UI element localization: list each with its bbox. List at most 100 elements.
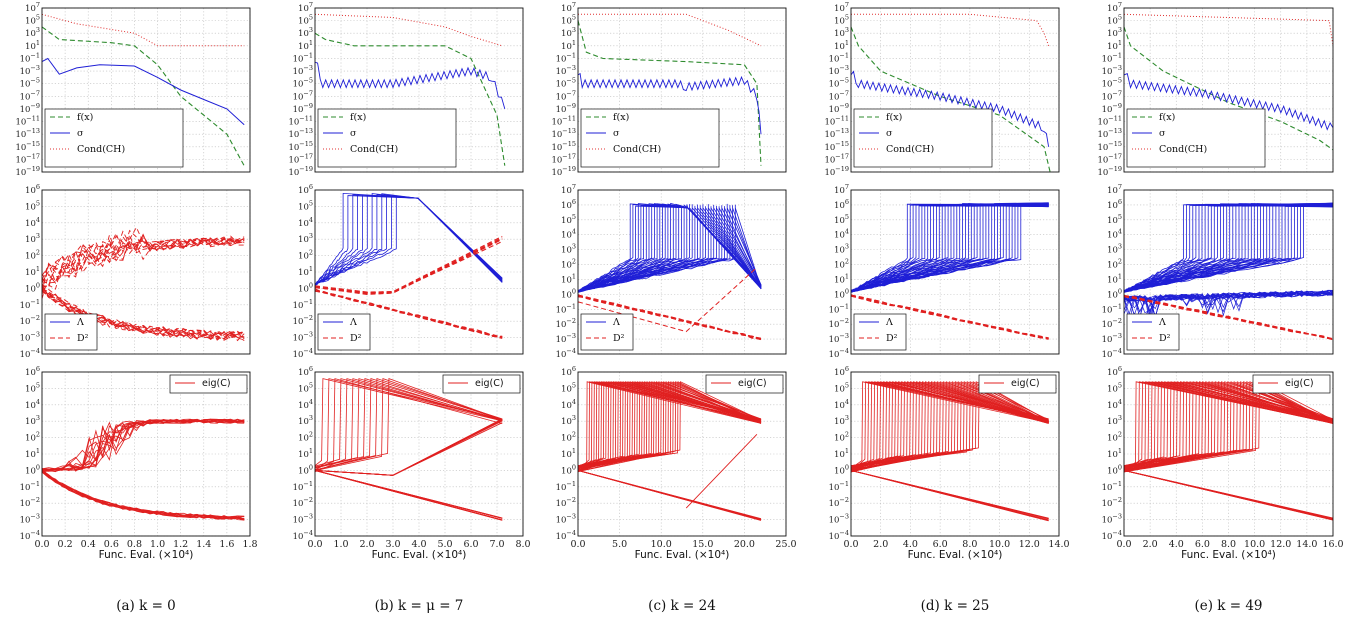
series-eig: [42, 418, 245, 473]
x-tick-label: 8.0: [1221, 539, 1236, 550]
series-lambda: [1124, 290, 1333, 322]
series-eig: [315, 378, 503, 467]
y-tick-label: 100: [298, 281, 313, 294]
series-lambda: [1124, 203, 1333, 292]
y-tick-label: 103: [25, 26, 40, 39]
y-tick-label: 105: [561, 14, 576, 27]
y-tick-label: 10−9: [556, 102, 576, 115]
legend-box: [317, 313, 371, 351]
y-tick-label: 10−1: [829, 51, 849, 64]
y-tick-label: 10−4: [20, 347, 40, 360]
y-tick-label: 102: [1107, 431, 1122, 444]
y-tick-label: 105: [1107, 14, 1122, 27]
series-eig: [578, 381, 762, 470]
y-tick-label: 103: [298, 26, 313, 39]
y-tick-label: 10−4: [1102, 529, 1122, 542]
legend-box: [1252, 374, 1331, 394]
plot-area: [851, 13, 1051, 172]
y-tick-label: 10−2: [829, 317, 849, 330]
series-eig: [1124, 469, 1333, 521]
y-tick-label: 100: [834, 287, 849, 300]
legend-label: D²: [77, 333, 89, 344]
y-tick-label: 101: [298, 39, 313, 52]
x-tick-label: 10.0: [989, 539, 1010, 550]
legend-box: [44, 313, 98, 351]
series-cond: [1124, 13, 1333, 46]
series-eig: [42, 419, 245, 473]
y-tick-label: 100: [1107, 463, 1122, 476]
y-tick-label: 106: [25, 365, 40, 378]
series-lambda: [315, 192, 503, 287]
legend-box: [853, 313, 907, 351]
series-lambda: [315, 194, 503, 285]
y-tick-label: 10−7: [556, 89, 576, 102]
legend-box: [705, 374, 784, 394]
y-tick-label: 101: [25, 447, 40, 460]
y-tick-label: 10−5: [293, 77, 313, 90]
series-fx: [315, 32, 506, 166]
panel-caption: (a) k = 0: [116, 598, 176, 614]
y-tick-label: 10−15: [15, 140, 40, 153]
y-tick-label: 104: [561, 228, 576, 241]
y-tick-label: 106: [834, 198, 849, 211]
x-tick-label: 15.0: [692, 539, 713, 550]
legend-box: [317, 108, 457, 168]
x-tick-label: 1.2: [173, 539, 188, 550]
y-tick-label: 10−17: [824, 152, 849, 165]
y-tick-label: 102: [834, 431, 849, 444]
series-eig: [315, 378, 503, 473]
y-tick-label: 103: [298, 414, 313, 427]
y-tick-label: 10−2: [556, 317, 576, 330]
y-tick-label: 102: [561, 431, 576, 444]
series-lambda: [1124, 203, 1333, 292]
y-tick-label: 107: [834, 1, 849, 14]
y-tick-label: 104: [834, 228, 849, 241]
panel-caption: (e) k = 49: [1194, 598, 1262, 614]
y-tick-label: 10−5: [556, 77, 576, 90]
y-tick-label: 10−19: [1097, 165, 1122, 178]
y-tick-label: 10−19: [15, 165, 40, 178]
y-tick-label: 101: [561, 272, 576, 285]
y-tick-label: 10−1: [556, 51, 576, 64]
y-tick-label: 10−15: [1097, 140, 1122, 153]
series-d2: [42, 230, 245, 290]
legend-label: Cond(CH): [77, 144, 125, 155]
x-axis-label: Func. Eval. (×10⁴): [908, 549, 1003, 561]
y-tick-label: 107: [1107, 1, 1122, 14]
legend-label: σ: [350, 128, 357, 139]
series-lambda: [851, 203, 1049, 292]
series-d2: [42, 235, 245, 283]
legend-label: σ: [77, 128, 84, 139]
y-tick-label: 103: [25, 414, 40, 427]
x-tick-label: 10.0: [1244, 539, 1265, 550]
axes-frame: [577, 189, 787, 355]
axes-frame: [1123, 371, 1334, 537]
y-tick-label: 103: [561, 243, 576, 256]
y-tick-label: 106: [298, 365, 313, 378]
axes-frame: [577, 7, 787, 173]
x-tick-label: 0.0: [1116, 539, 1131, 550]
series-d2: [42, 235, 245, 283]
panel-4-bottom: 106 105 104 103 102 101 100 10−1 10−2 10−3 10−40.0…: [829, 365, 1070, 550]
legend-label: Λ: [885, 317, 893, 328]
series-eig: [1124, 381, 1333, 466]
y-tick-label: 10−1: [293, 51, 313, 64]
plot-area: [1124, 13, 1333, 151]
y-tick-label: 10−3: [293, 331, 313, 344]
y-tick-label: 106: [834, 365, 849, 378]
series-lambda: [851, 203, 1049, 291]
legend-label: f(x): [613, 112, 629, 123]
series-lambda: [315, 195, 503, 287]
series-eig: [1124, 381, 1333, 466]
plot-area: [315, 192, 503, 339]
y-tick-label: 101: [834, 39, 849, 52]
y-tick-label: 10−3: [20, 64, 40, 77]
panel-1-bottom: 106 105 104 103 102 101 100 10−1 10−2 10−3 10−40.0…: [20, 365, 258, 550]
legend-label: σ: [613, 128, 620, 139]
y-tick-label: 10−2: [1102, 317, 1122, 330]
y-tick-label: 10−13: [824, 127, 849, 140]
y-tick-label: 105: [25, 381, 40, 394]
y-tick-label: 10−3: [1102, 513, 1122, 526]
y-tick-label: 101: [834, 272, 849, 285]
